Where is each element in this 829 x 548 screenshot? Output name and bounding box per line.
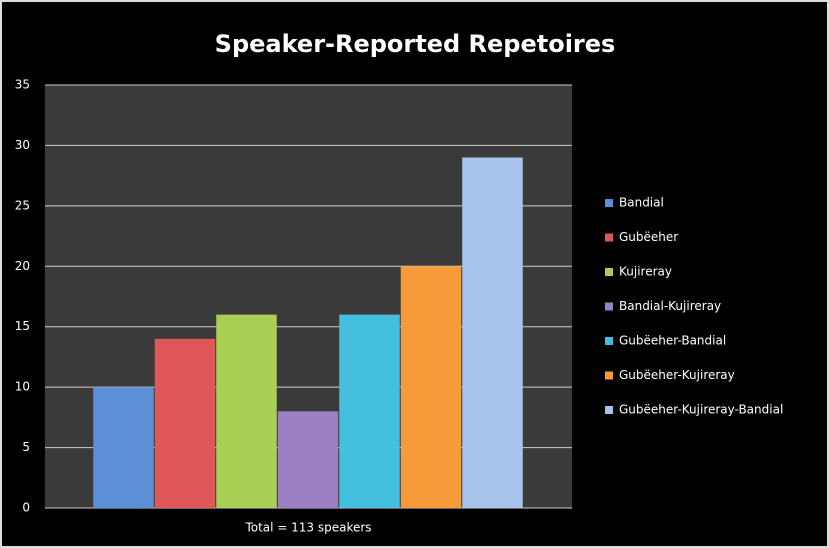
legend-label: Gubëeher-Kujireray [619, 368, 735, 382]
legend-label: Bandial [619, 196, 664, 210]
legend-swatch [605, 199, 613, 207]
legend-label: Kujireray [619, 265, 672, 279]
bar [216, 314, 277, 508]
legend-swatch [605, 371, 613, 380]
y-tick-label: 20 [15, 259, 30, 273]
bar [93, 387, 154, 508]
legend-swatch [605, 337, 613, 345]
y-tick-label: 30 [15, 138, 30, 152]
y-tick-label: 35 [15, 78, 30, 92]
legend-label: Gubëeher [619, 230, 678, 244]
legend-swatch [605, 268, 613, 276]
y-tick-label: 0 [22, 501, 30, 515]
bar [277, 411, 339, 508]
legend-swatch [605, 302, 613, 311]
legend-swatch [605, 406, 613, 414]
chart-title: Speaker-Reported Repetoires [215, 30, 616, 58]
legend-swatch [605, 233, 613, 242]
y-tick-label: 25 [15, 198, 30, 212]
x-tick-label: Total = 113 speakers [244, 521, 371, 535]
y-tick-label: 10 [15, 380, 30, 394]
bar [400, 266, 462, 508]
legend-label: Bandial-Kujireray [619, 299, 721, 313]
legend-label: Gubëeher-Bandial [619, 334, 726, 348]
bar [462, 157, 523, 508]
y-tick-label: 15 [15, 319, 30, 333]
legend-label: Gubëeher-Kujireray-Bandial [619, 403, 783, 417]
bar [154, 338, 216, 508]
bar [339, 314, 400, 508]
y-tick-label: 5 [22, 440, 30, 454]
